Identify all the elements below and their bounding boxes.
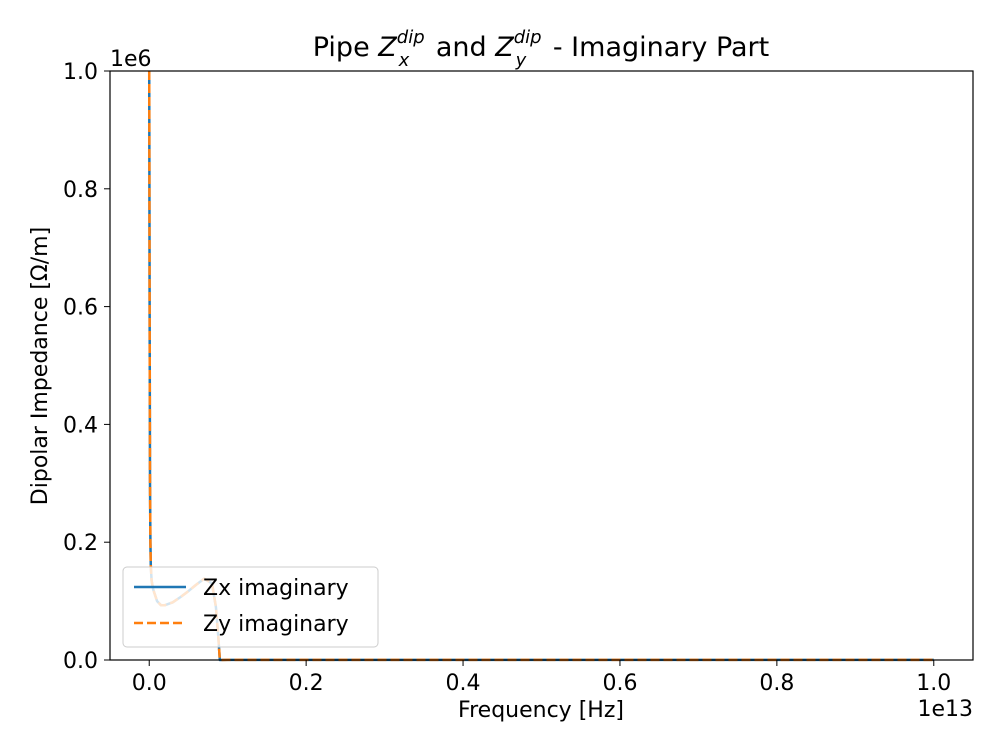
legend: Zx imaginary Zy imaginary <box>122 566 379 648</box>
title-suffix: - Imaginary Part <box>544 32 769 63</box>
y-offset-label: 1e6 <box>110 47 152 72</box>
title-superscript-y: dip <box>514 27 542 48</box>
x-tick-label: 0.2 <box>289 671 324 696</box>
y-tick-label: 0.2 <box>63 531 98 556</box>
x-axis-label: Frequency [Hz] <box>458 698 624 723</box>
plot-frame <box>109 70 974 661</box>
title-prefix: Pipe <box>313 32 379 63</box>
y-tick-label: 0.0 <box>63 649 98 674</box>
x-tick-label: 0.8 <box>759 671 794 696</box>
y-tick-label: 0.6 <box>63 296 98 321</box>
title-superscript-x: dip <box>397 27 425 48</box>
legend-label-zy: Zy imaginary <box>203 612 349 637</box>
title-symbol-zy: Z <box>494 32 514 63</box>
x-offset-label: 1e13 <box>917 697 973 722</box>
chart-title: Pipe Zdip x and Zdip y - Imaginary Part <box>313 27 770 71</box>
y-tick-label: 0.4 <box>63 413 98 438</box>
title-subscript-x: x <box>398 50 410 71</box>
y-axis-label: Dipolar Impedance [Ω/m] <box>28 227 53 505</box>
y-tick-label: 0.8 <box>63 178 98 203</box>
x-tick-label: 0.0 <box>132 671 167 696</box>
legend-label-zx: Zx imaginary <box>203 576 349 601</box>
title-symbol-zx: Z <box>377 32 397 63</box>
y-tick-label: 1.0 <box>63 60 98 85</box>
tick-group: 0.0 0.2 0.4 0.6 0.8 1.0 0.0 0.2 0.4 0.6 0.8 1.0 <box>63 60 951 696</box>
x-tick-label: 0.4 <box>446 671 481 696</box>
title-subscript-y: y <box>515 50 527 71</box>
x-tick-label: 0.6 <box>602 671 637 696</box>
x-tick-label: 1.0 <box>916 671 951 696</box>
title-middle: and <box>427 32 495 63</box>
legend-box <box>122 566 379 648</box>
